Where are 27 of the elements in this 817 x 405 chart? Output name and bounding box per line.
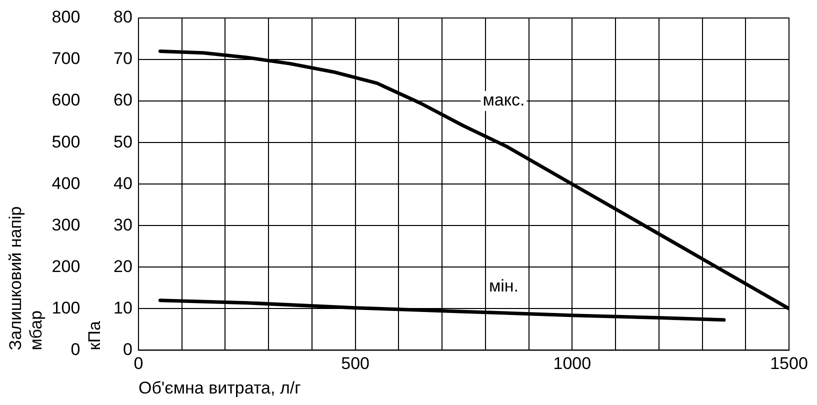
x-tick-label: 0 — [134, 354, 144, 374]
y2-tick-label: 50 — [114, 132, 132, 152]
y-tick-label: 200 — [52, 256, 80, 276]
y-tick-label: 500 — [52, 132, 80, 152]
x-tick-label: 1500 — [770, 354, 808, 374]
y-tick-label: 300 — [52, 215, 80, 234]
y2-axis-title: кПа — [85, 320, 104, 350]
x-tick-label: 1000 — [553, 354, 592, 374]
y2-tick-label: 0 — [123, 340, 132, 359]
y-tick-label: 600 — [52, 90, 80, 110]
y2-tick-label: 60 — [114, 90, 132, 110]
x-tick-label: 500 — [341, 354, 370, 374]
y2-tick-label: 80 — [114, 8, 132, 27]
series-label: макс. — [482, 90, 525, 110]
y2-tick-label: 30 — [114, 215, 132, 234]
series-label: мін. — [488, 276, 519, 296]
y2-tick-label: 40 — [114, 174, 132, 193]
y2-tick-label: 20 — [114, 256, 132, 276]
y2-tick-label: 10 — [114, 298, 132, 318]
y-tick-label: 0 — [70, 340, 80, 359]
y-tick-label: 800 — [52, 8, 80, 27]
y-tick-label: 400 — [52, 174, 80, 193]
y-axis-title: Залишковий напір мбар — [6, 206, 46, 350]
y-tick-label: 700 — [52, 49, 80, 68]
y-tick-label: 100 — [52, 298, 80, 318]
x-axis-title: Об'ємна витрата, л/г — [138, 378, 301, 398]
y2-tick-label: 70 — [114, 49, 132, 68]
